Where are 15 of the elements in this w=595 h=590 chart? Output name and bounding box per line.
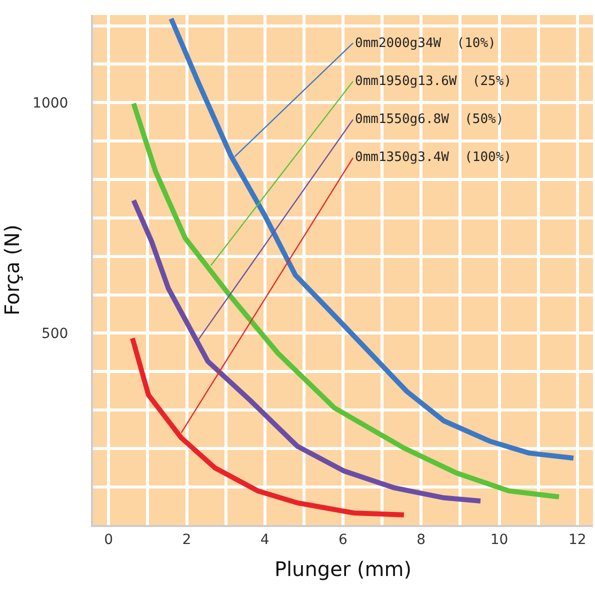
x-tick-label: 2 [182,532,192,548]
y-tick-label: 1000 [32,96,68,112]
x-tick-label: 8 [416,532,426,548]
y-tick-label: 500 [41,326,68,342]
annotation: 0mm2000g34W (10%) [355,36,496,51]
x-tick-label: 6 [338,532,348,548]
annotation: 0mm1950g13.6W (25%) [355,74,512,89]
annotation: 0mm1350g3.4W (100%) [355,150,512,165]
y-axis-title: Força (N) [0,224,24,316]
x-tick-label: 4 [260,532,270,548]
x-tick-label: 0 [104,532,114,548]
x-tick-label: 12 [568,532,586,548]
x-axis-title: Plunger (mm) [274,556,412,581]
annotation: 0mm1550g6.8W (50%) [355,112,504,127]
x-tick-label: 10 [490,532,508,548]
